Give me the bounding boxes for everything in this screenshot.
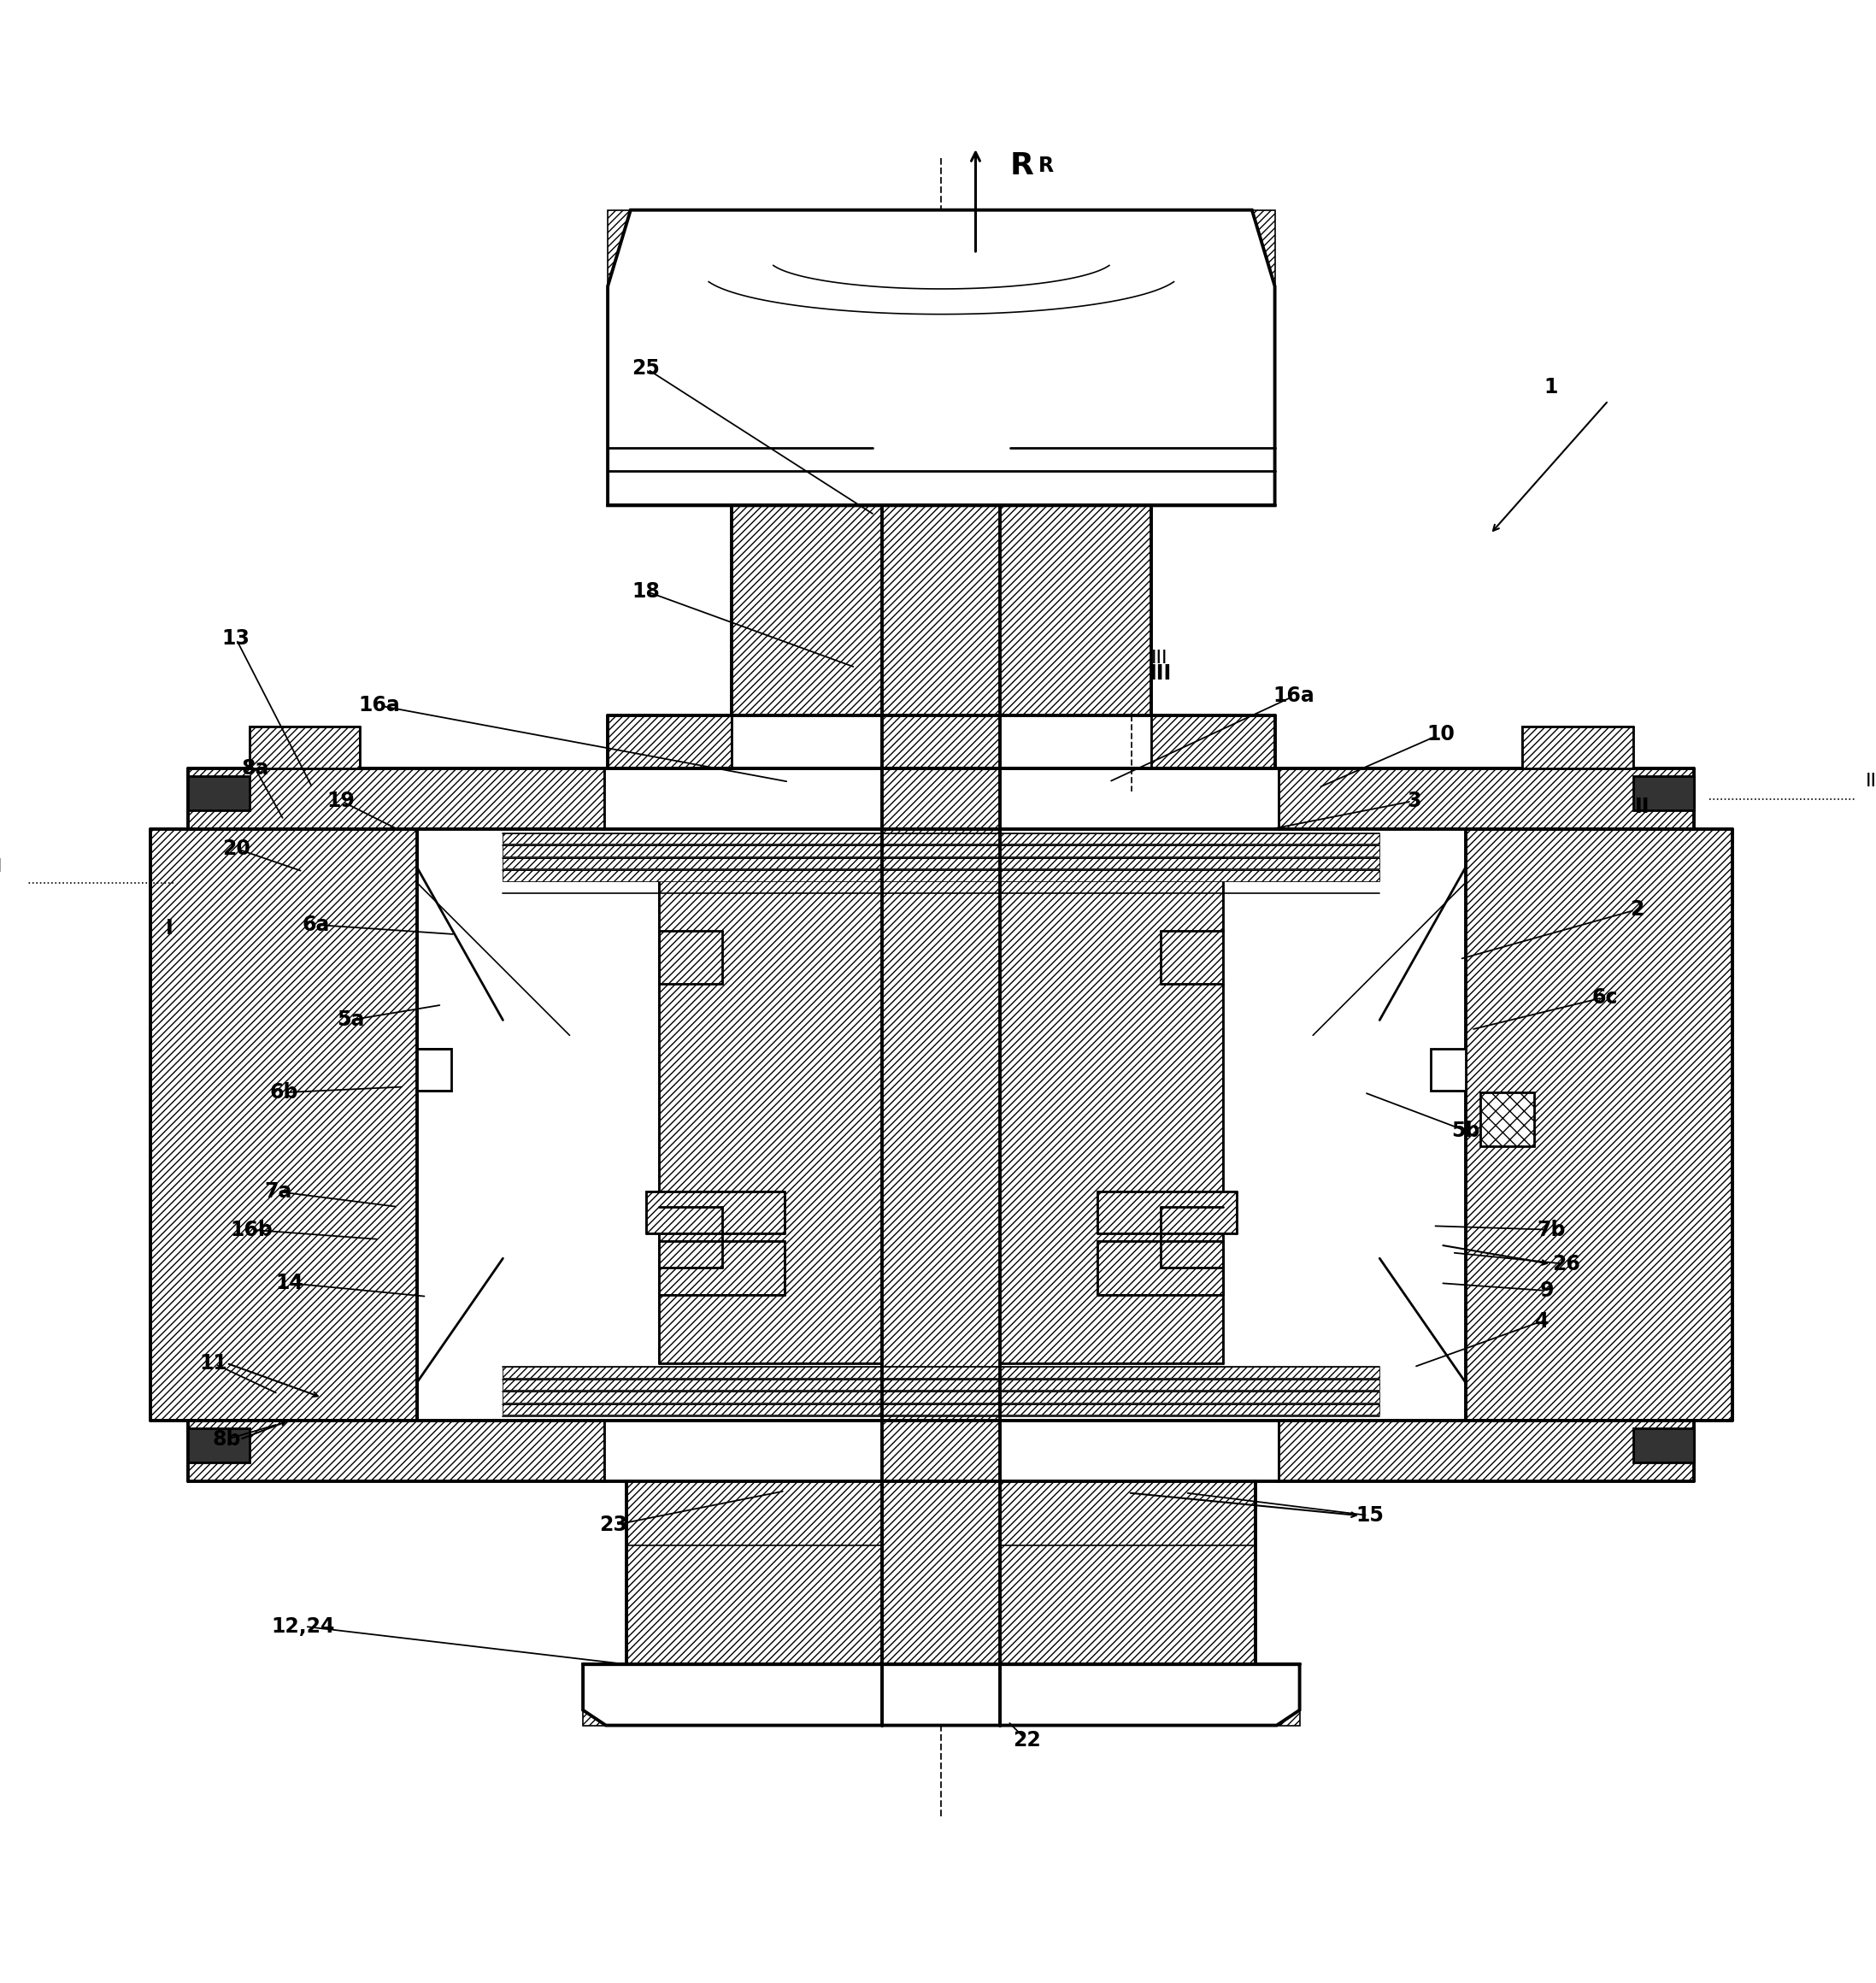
Bar (503, 845, 1379, 857)
Bar (627, 1481, 882, 1664)
Bar (503, 859, 1379, 869)
Text: 19: 19 (326, 791, 355, 811)
Text: 7b: 7b (1536, 1220, 1565, 1239)
Text: 20: 20 (221, 839, 250, 859)
Text: III: III (1150, 662, 1172, 684)
Text: 11: 11 (199, 1352, 227, 1374)
Bar (1000, 839, 1223, 1362)
Bar (1152, 716, 1276, 769)
Bar (503, 1404, 1379, 1414)
Text: R: R (1009, 151, 1034, 180)
Text: II: II (1865, 771, 1876, 789)
Bar (1431, 1049, 1465, 1091)
Bar (188, 1420, 604, 1481)
Bar (503, 871, 1379, 880)
Text: 25: 25 (632, 359, 660, 379)
Bar (1000, 1481, 1255, 1664)
Bar (1523, 726, 1634, 769)
Bar (1480, 1093, 1535, 1146)
Text: 6c: 6c (1591, 988, 1617, 1007)
Text: 23: 23 (600, 1515, 627, 1535)
Text: 6b: 6b (270, 1083, 298, 1103)
Bar (416, 1049, 452, 1091)
Bar (658, 1241, 784, 1295)
Text: I: I (165, 918, 173, 938)
Bar (882, 506, 1000, 1725)
Text: 26: 26 (1551, 1253, 1580, 1275)
Text: 8b: 8b (212, 1430, 240, 1450)
Text: 15: 15 (1356, 1505, 1384, 1527)
Text: 5a: 5a (336, 1009, 364, 1031)
Bar (658, 839, 882, 1362)
Text: 12,24: 12,24 (270, 1616, 334, 1636)
Text: 2: 2 (1630, 898, 1643, 920)
Text: 18: 18 (632, 581, 660, 601)
Text: 3: 3 (1407, 791, 1420, 811)
Text: 16a: 16a (358, 696, 400, 716)
Bar (188, 775, 250, 811)
Bar (250, 726, 360, 769)
Text: 16b: 16b (231, 1220, 272, 1239)
Text: R: R (1037, 157, 1054, 176)
Text: 8a: 8a (242, 758, 268, 779)
Bar (503, 1380, 1379, 1390)
Bar (1097, 1241, 1223, 1295)
Text: 14: 14 (276, 1273, 304, 1293)
Bar (608, 210, 1276, 506)
Text: 5b: 5b (1452, 1120, 1480, 1140)
Bar (503, 833, 1379, 845)
Text: 7a: 7a (265, 1182, 293, 1202)
Bar (608, 716, 732, 769)
Bar (1000, 506, 1152, 716)
Polygon shape (583, 1664, 1300, 1725)
Text: 22: 22 (1013, 1731, 1041, 1751)
Text: 1: 1 (1544, 377, 1559, 397)
Bar (1097, 1192, 1236, 1233)
Text: 13: 13 (221, 629, 250, 648)
Bar (1465, 829, 1732, 1420)
Bar (503, 1366, 1379, 1378)
Text: 6a: 6a (302, 914, 330, 936)
Bar (503, 1392, 1379, 1402)
Text: II: II (1636, 797, 1651, 817)
Bar (188, 769, 604, 829)
Bar (645, 1192, 784, 1233)
Text: III: III (1152, 648, 1167, 666)
Bar (188, 1428, 250, 1461)
Bar (732, 506, 882, 716)
Bar (1634, 1428, 1694, 1461)
Bar (1634, 775, 1694, 811)
Bar (1279, 1420, 1694, 1481)
Polygon shape (608, 210, 1276, 506)
Bar (150, 829, 416, 1420)
Text: 10: 10 (1426, 724, 1454, 744)
Bar (583, 1664, 1300, 1725)
Text: 4: 4 (1535, 1311, 1550, 1331)
Text: 9: 9 (1540, 1281, 1555, 1301)
Bar (1279, 769, 1694, 829)
Text: 16a: 16a (1274, 686, 1315, 706)
